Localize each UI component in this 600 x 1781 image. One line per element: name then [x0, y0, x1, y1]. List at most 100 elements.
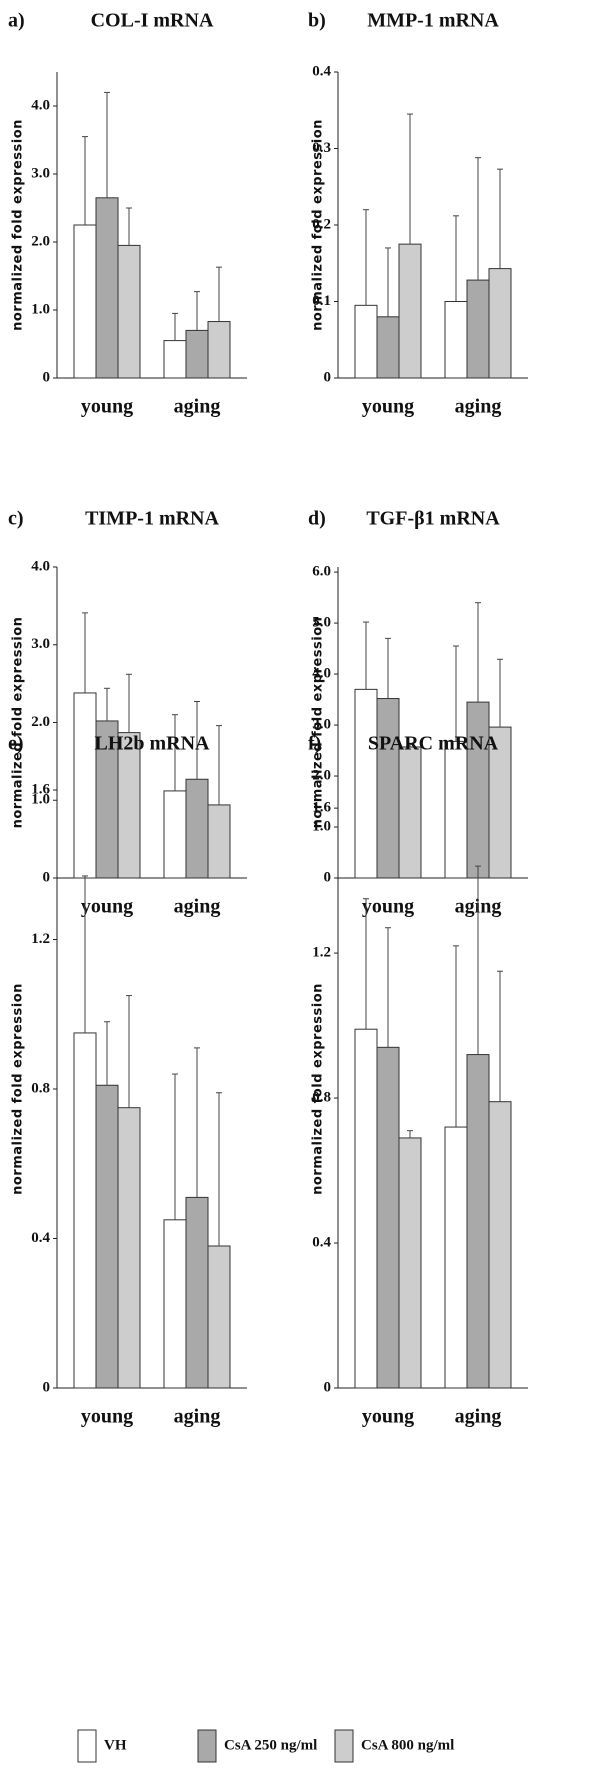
- error-bar: [407, 743, 413, 747]
- y-tick-label: 0.4: [312, 1234, 331, 1250]
- bar: [163, 790, 187, 879]
- bar: [73, 224, 97, 379]
- y-tick-label: 2.0: [31, 714, 50, 730]
- y-tick-label: 5.0: [312, 615, 331, 631]
- legend-swatch: [197, 1729, 217, 1763]
- bar: [354, 688, 378, 879]
- y-axis-label: normalized fold expression: [11, 119, 26, 331]
- error-bar: [126, 995, 132, 1108]
- bar: [444, 301, 468, 379]
- bar: [207, 1245, 231, 1389]
- x-tick-label: young: [362, 396, 414, 418]
- error-bar: [82, 136, 88, 225]
- error-bar: [172, 1073, 178, 1220]
- bar: [207, 804, 231, 879]
- bar: [185, 329, 209, 379]
- y-tick-label: 0: [324, 369, 332, 385]
- y-tick-label: 4.0: [312, 666, 331, 682]
- y-tick-label: 0: [43, 869, 51, 885]
- x-tick-label: young: [362, 1406, 414, 1428]
- chart-title: MMP-1 mRNA: [367, 10, 499, 32]
- error-bar: [172, 714, 178, 791]
- error-bar: [453, 945, 459, 1128]
- bar: [207, 321, 231, 379]
- x-tick-label: young: [362, 896, 414, 918]
- error-bar: [453, 215, 459, 302]
- chart-title: TIMP-1 mRNA: [85, 508, 219, 530]
- error-bar: [82, 875, 88, 1033]
- bar: [117, 244, 141, 379]
- error-bar: [407, 1130, 413, 1138]
- x-tick-label: aging: [174, 896, 221, 918]
- y-tick-label: 1.6: [312, 800, 331, 816]
- y-tick-label: 0.2: [312, 216, 331, 232]
- y-tick-label: 1.0: [312, 818, 331, 834]
- y-axis-label: normalized fold expression: [11, 983, 26, 1195]
- y-tick-label: 4.0: [31, 558, 50, 574]
- error-bar: [475, 157, 481, 281]
- error-bar: [216, 725, 222, 805]
- error-bar: [194, 1047, 200, 1198]
- error-bar: [407, 113, 413, 245]
- y-tick-label: 6.0: [312, 564, 331, 580]
- y-tick-label: 0: [324, 869, 332, 885]
- chart-title: SPARC mRNA: [368, 733, 499, 755]
- bar: [95, 197, 119, 379]
- error-bar: [82, 612, 88, 693]
- bar: [73, 692, 97, 879]
- panel-label: c): [8, 508, 24, 530]
- y-tick-label: 0.1: [312, 293, 331, 309]
- error-bar: [104, 687, 110, 721]
- bar: [398, 243, 422, 379]
- y-tick-label: 0.3: [312, 140, 331, 156]
- bar: [466, 1054, 490, 1389]
- bar: [466, 279, 490, 379]
- panel-label: e): [8, 733, 24, 755]
- legend-label: CsA 250 ng/ml: [224, 1737, 317, 1753]
- bar: [376, 316, 400, 379]
- y-tick-label: 4.0: [31, 97, 50, 113]
- bar: [185, 1196, 209, 1389]
- y-tick-label: 2.0: [312, 767, 331, 783]
- bar: [354, 1028, 378, 1389]
- y-tick-label: 2.0: [31, 233, 50, 249]
- error-bar: [363, 621, 369, 690]
- error-bar: [385, 637, 391, 699]
- panel-label: b): [308, 10, 326, 32]
- y-tick-label: 0: [43, 369, 51, 385]
- panel-label: a): [8, 10, 25, 32]
- error-bar: [194, 291, 200, 331]
- y-tick-label: 3.0: [31, 636, 50, 652]
- chart-title: TGF-β1 mRNA: [366, 508, 500, 530]
- y-tick-label: 3.0: [31, 165, 50, 181]
- y-tick-label: 1.2: [312, 945, 331, 961]
- y-tick-label: 1.2: [31, 931, 50, 947]
- y-axis-label: normalized fold expression: [311, 983, 326, 1195]
- legend-label: VH: [104, 1737, 127, 1753]
- y-tick-label: 0: [43, 1379, 51, 1395]
- error-bar: [475, 602, 481, 703]
- error-bar: [497, 168, 503, 269]
- x-tick-label: aging: [455, 1406, 502, 1428]
- bar: [163, 1219, 187, 1389]
- error-bar: [453, 645, 459, 742]
- y-tick-label: 0.8: [312, 1089, 331, 1105]
- y-tick-label: 0: [324, 1379, 332, 1395]
- bar: [95, 1084, 119, 1389]
- x-tick-label: young: [81, 896, 133, 918]
- chart-title: COL-I mRNA: [91, 10, 214, 32]
- y-tick-label: 0.4: [312, 63, 331, 79]
- error-bar: [497, 970, 503, 1102]
- y-axis-label: normalized fold expression: [11, 617, 26, 829]
- x-tick-label: aging: [455, 396, 502, 418]
- bar: [73, 1032, 97, 1389]
- error-bar: [216, 1092, 222, 1246]
- bar: [376, 1046, 400, 1389]
- legend-swatch: [77, 1729, 97, 1763]
- legend-swatch: [334, 1729, 354, 1763]
- bar: [163, 340, 187, 379]
- bar: [444, 1126, 468, 1389]
- error-bar: [363, 209, 369, 306]
- error-bar: [475, 865, 481, 1055]
